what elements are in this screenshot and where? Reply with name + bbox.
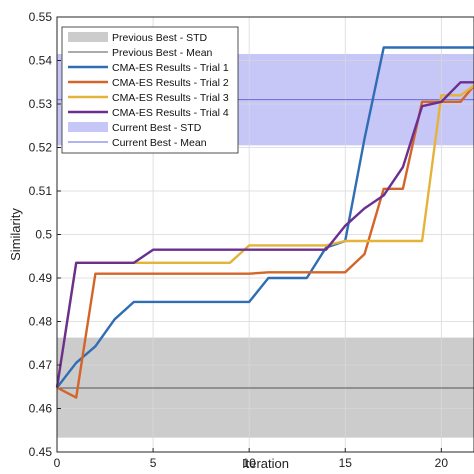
series-line-trial-2 [56,84,474,399]
series-lines [55,46,474,399]
y-tick-label: 0.5 [35,228,52,242]
legend-label: Previous Best - STD [112,32,208,44]
series-line-trial-1 [56,46,474,389]
x-tick-label: 15 [339,456,353,470]
legend-label: Previous Best - Mean [112,47,213,59]
legend-label: CMA-ES Results - Trial 2 [112,77,229,89]
x-tick-label: 10 [242,456,256,470]
y-tick-label: 0.52 [29,141,53,155]
axes: 0 5 10 15 20 0.45 0.46 0.47 0.48 0.49 0.5 0.51 0.52 0… [29,10,474,470]
y-tick-label: 0.55 [29,10,53,24]
y-axis-label: Similarity [8,208,23,261]
y-tick-label: 0.49 [29,271,53,285]
legend-label: CMA-ES Results - Trial 1 [112,62,229,74]
y-tick-label: 0.48 [29,315,53,329]
legend-label: Current Best - STD [112,122,202,134]
x-axis-label: Iteration [242,456,289,471]
x-tick-label: 0 [54,456,61,470]
y-tick-label: 0.51 [29,184,53,198]
legend: Previous Best - STD Previous Best - Mean C… [61,26,239,154]
y-tick-label: 0.46 [29,402,53,416]
legend-box [61,26,239,154]
x-tick-label: 5 [150,456,157,470]
legend-swatch [68,32,108,42]
x-tick-label: 20 [435,456,449,470]
legend-swatch [68,122,108,132]
y-tick-label: 0.45 [29,445,53,459]
series-line-trial-4 [55,81,474,388]
legend-label: Current Best - Mean [112,137,207,149]
y-tick-label: 0.53 [29,97,53,111]
legend-label: CMA-ES Results - Trial 3 [112,92,229,104]
y-tick-label: 0.54 [29,54,53,68]
y-tick-label: 0.47 [29,358,53,372]
legend-label: CMA-ES Results - Trial 4 [112,107,229,119]
